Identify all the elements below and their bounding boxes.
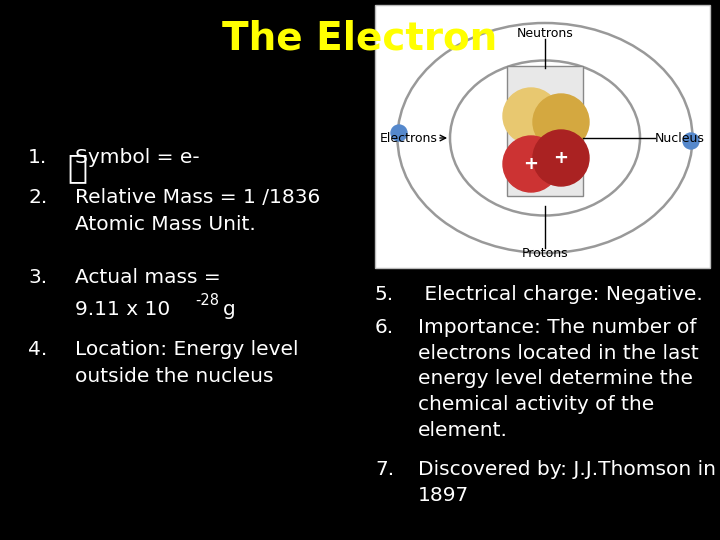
Text: Actual mass =: Actual mass = — [75, 268, 221, 287]
Text: +: + — [523, 155, 539, 173]
Text: 2.: 2. — [28, 188, 48, 207]
Bar — [507, 66, 583, 196]
Text: Protons: Protons — [522, 247, 568, 260]
Circle shape — [503, 136, 559, 192]
Text: 3.: 3. — [28, 268, 47, 287]
Text: -28: -28 — [195, 293, 219, 308]
Text: 1.: 1. — [28, 148, 48, 167]
Text: Electrical charge: Negative.: Electrical charge: Negative. — [418, 285, 703, 304]
Text: Discovered by: J.J.Thomson in
1897: Discovered by: J.J.Thomson in 1897 — [418, 460, 716, 505]
Circle shape — [683, 133, 699, 149]
Circle shape — [533, 130, 589, 186]
Text: 7.: 7. — [375, 460, 394, 479]
Text: g: g — [223, 300, 235, 319]
Text: Symbol = e-: Symbol = e- — [75, 148, 199, 167]
Text: 📷: 📷 — [68, 151, 87, 184]
Text: The Electron: The Electron — [222, 19, 498, 57]
Text: 5.: 5. — [375, 285, 394, 304]
Circle shape — [533, 94, 589, 150]
Circle shape — [503, 88, 559, 144]
Text: 9.11 x 10: 9.11 x 10 — [75, 300, 176, 319]
Text: Nucleus: Nucleus — [655, 132, 705, 145]
Text: 4.: 4. — [28, 340, 48, 359]
Text: Importance: The number of
electrons located in the last
energy level determine t: Importance: The number of electrons loca… — [418, 318, 698, 440]
Bar — [375, 5, 710, 268]
Text: Neutrons: Neutrons — [517, 27, 573, 40]
Text: Relative Mass = 1 /1836
Atomic Mass Unit.: Relative Mass = 1 /1836 Atomic Mass Unit… — [75, 188, 320, 233]
Text: +: + — [554, 149, 569, 167]
Circle shape — [391, 125, 407, 141]
Text: 6.: 6. — [375, 318, 394, 337]
Text: Electrons: Electrons — [380, 132, 438, 145]
Text: Location: Energy level
outside the nucleus: Location: Energy level outside the nucle… — [75, 340, 299, 386]
